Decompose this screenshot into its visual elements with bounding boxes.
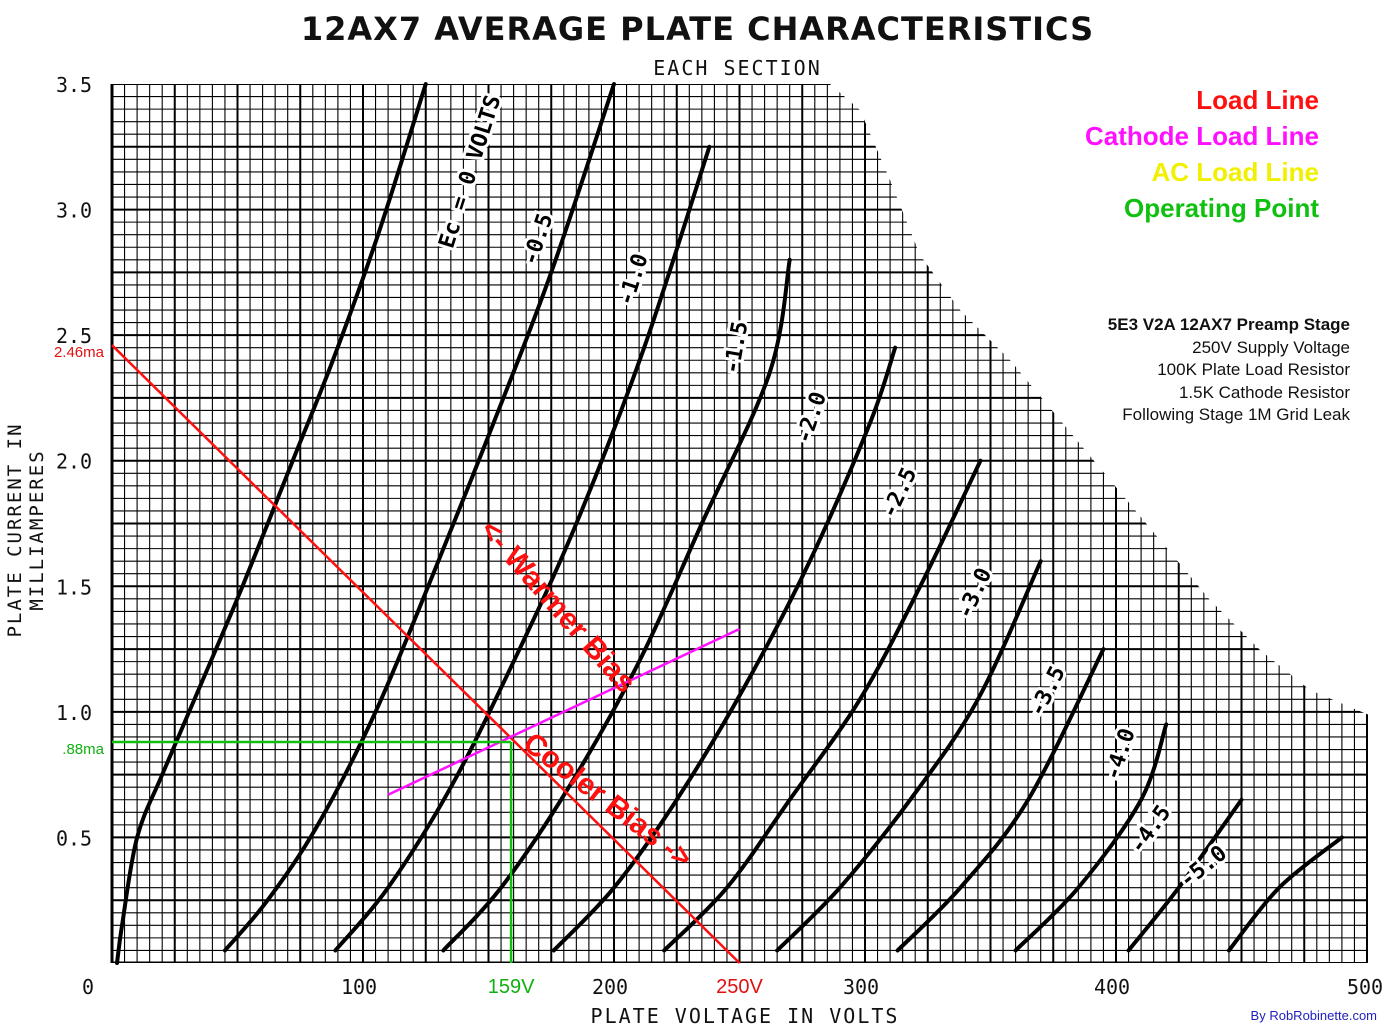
plate-curve--3.5 xyxy=(895,647,1106,953)
legend-item-ac-load-line: AC Load Line xyxy=(1151,157,1319,187)
y-tick-label: 3.5 xyxy=(56,73,92,97)
plate-curve--0.5 xyxy=(222,82,616,953)
plate-curve--2.0 xyxy=(551,345,898,953)
warmer-bias-annotation: <- Warmer Bias xyxy=(473,514,642,699)
y-tick-label: 2.5 xyxy=(56,324,92,348)
y-tick-label: 1.0 xyxy=(56,701,92,725)
plate-curve--5.0 xyxy=(1226,835,1344,953)
plate-curve--3.0 xyxy=(775,559,1043,953)
plate-curve--2.5 xyxy=(662,458,983,953)
major-grid xyxy=(110,84,1368,963)
cooler-bias-annotation: Cooler Bias -> xyxy=(517,726,698,875)
x-annotation-label: 159V xyxy=(488,976,535,998)
credit-link[interactable]: By RobRobinette.com xyxy=(1250,1008,1377,1023)
stage-info-line: 1.5K Cathode Resistor xyxy=(1178,382,1350,402)
y-axis-label: PLATE CURRENT IN MILLIAMPERES xyxy=(4,422,48,638)
curve-label--1.5: -1.5 xyxy=(720,319,754,376)
plate-curve--1.0 xyxy=(333,144,712,953)
legend-item-operating-point: Operating Point xyxy=(1124,193,1319,223)
x-tick-label: 400 xyxy=(1094,975,1130,999)
plate-curve--4.0 xyxy=(1013,722,1169,953)
plate-curves xyxy=(115,82,1344,965)
x-tick-label: 0 xyxy=(82,975,94,999)
x-tick-label: 100 xyxy=(341,975,377,999)
plate-curve-0 xyxy=(115,82,428,965)
legend-item-load-line: Load Line xyxy=(1196,85,1319,115)
x-tick-label: 500 xyxy=(1347,975,1383,999)
cathode-load-line xyxy=(387,627,741,796)
load-line xyxy=(111,344,741,964)
stage-info-line: Following Stage 1M Grid Leak xyxy=(1122,405,1350,424)
y-tick-label: 2.0 xyxy=(56,450,92,474)
axis-ticks: 0.5 1.0 1.5 2.0 2.5 3.0 3.5 0 100 200 300 400 500 2.4… xyxy=(54,73,1383,999)
y-annotation-label: .88ma xyxy=(62,741,104,758)
y-tick-label: 0.5 xyxy=(56,826,92,850)
chart-title: 12AX7 AVERAGE PLATE CHARACTERISTICS xyxy=(300,10,1095,48)
chart-subtitle: EACH SECTION xyxy=(653,56,822,80)
stage-info-line: 250V Supply Voltage xyxy=(1192,337,1350,357)
stage-info-line: 100K Plate Load Resistor xyxy=(1157,360,1350,379)
plate-curve--4.5 xyxy=(1126,797,1244,953)
legend-item-cathode-load-line: Cathode Load Line xyxy=(1085,121,1319,151)
stage-info-heading: 5E3 V2A 12AX7 Preamp Stage xyxy=(1107,315,1350,334)
y-tick-label: 3.0 xyxy=(56,199,92,223)
x-tick-label: 300 xyxy=(843,975,879,999)
legend: Load Line Cathode Load Line AC Load Line… xyxy=(1085,82,1319,226)
stage-info: 5E3 V2A 12AX7 Preamp Stage 250V Supply V… xyxy=(1108,314,1350,427)
x-tick-label: 200 xyxy=(592,975,628,999)
x-axis-label: PLATE VOLTAGE IN VOLTS xyxy=(590,1004,900,1028)
y-annotation-label: 2.46ma xyxy=(54,344,105,361)
x-annotation-label: 250V xyxy=(716,976,763,998)
y-tick-label: 1.5 xyxy=(56,575,92,599)
plate-curve--1.5 xyxy=(441,257,792,953)
